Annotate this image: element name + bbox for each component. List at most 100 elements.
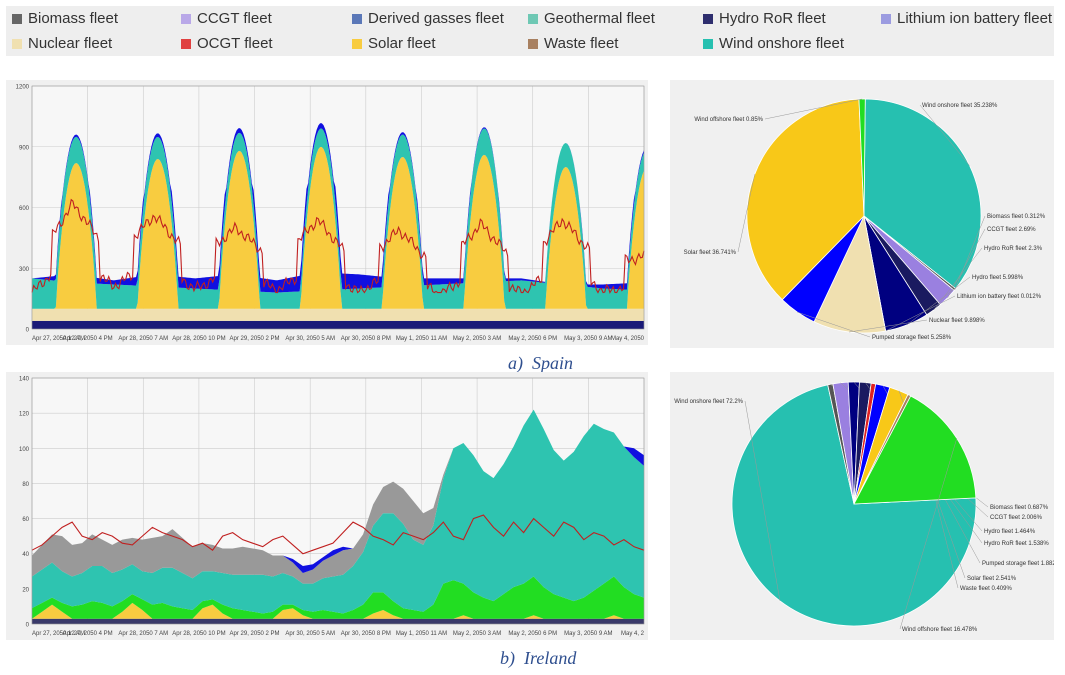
pie-label-hydro-ror-fleet: Hydro RoR fleet 2.3%	[984, 246, 1043, 252]
legend-swatch	[352, 13, 362, 24]
y-tick-label: 1200	[16, 85, 30, 91]
legend-label: OCGT fleet	[197, 35, 273, 52]
pie-leader-line	[885, 295, 956, 332]
line-ocgt-fleet	[31, 514, 645, 555]
pie-label-waste-fleet: Waste fleet 0.409%	[960, 586, 1012, 592]
legend-item-waste-fleet: Waste fleet	[528, 35, 618, 52]
legend: Biomass fleet CCGT fleet Derived gasses fl…	[6, 6, 1054, 56]
pie-label-biomass-fleet: Biomass fleet 0.312%	[987, 214, 1046, 220]
x-tick-label: Apr 30, 2050 5 AM	[285, 336, 335, 342]
x-tick-label: Apr 28, 2050 10 PM	[172, 336, 225, 342]
legend-item-biomass-fleet: Biomass fleet	[12, 10, 118, 27]
x-tick-label: Apr 30, 2050 8 PM	[341, 336, 391, 342]
y-tick-label: 300	[19, 267, 30, 273]
legend-swatch	[703, 13, 713, 24]
caption-spain: a) Spain	[508, 353, 573, 373]
pie-leader-line	[919, 104, 970, 166]
x-tick-label: Apr 27, 2050 4 PM	[63, 336, 113, 342]
legend-item-solar-fleet: Solar fleet	[352, 35, 436, 52]
pie-leader-line	[737, 174, 755, 253]
area-hydro-ror-fleet	[32, 320, 644, 329]
pie-leader-line	[954, 215, 986, 290]
pie-label-wind-onshore-fleet: Wind onshore fleet 35.238%	[922, 103, 998, 109]
legend-label: Lithium ion battery fleet	[897, 10, 1053, 27]
ireland-area-chart: 0 20 40 60 80 100 120 140 Apr 27, 2050 12 AM Apr …	[6, 372, 648, 640]
pie-leader-line	[906, 276, 971, 326]
plot-frame	[31, 377, 645, 625]
pie-label-solar-fleet: Solar fleet 36.741%	[684, 250, 737, 256]
y-tick-label: 600	[19, 206, 30, 212]
legend-label: CCGT fleet	[197, 10, 272, 27]
legend-item-lithium-ion-battery-fleet: Lithium ion battery fleet	[881, 10, 1052, 27]
pie-label-pumped-storage-fleet: Pumped storage fleet 5.258%	[872, 335, 952, 341]
legend-label: Hydro RoR fleet	[719, 10, 826, 27]
x-tick-label: May 1, 2050 11 AM	[396, 336, 447, 342]
area-solar-fleet	[32, 146, 644, 309]
pie-label-wind-onshore-fleet: Wind onshore fleet 72.2%	[674, 399, 743, 405]
legend-swatch	[12, 13, 22, 24]
caption-ireland: b) Ireland	[500, 648, 577, 668]
ireland-pie-svg: Wind onshore fleet 72.2% Biomass fleet 0.…	[674, 381, 1054, 633]
spain-pie-chart: Wind onshore fleet 35.238% Biomass fleet …	[670, 80, 1054, 348]
area-biomass-fleet	[32, 409, 644, 584]
y-tick-label: 20	[22, 587, 29, 593]
pie-label-nuclear-fleet: Nuclear fleet 9.898%	[929, 318, 985, 324]
pie-label-hydro-fleet: Hydro fleet 5.998%	[972, 275, 1024, 281]
legend-label: Derived gasses fleet	[368, 10, 504, 27]
area-hydro-ror-fleet	[32, 618, 644, 624]
legend-swatch	[881, 13, 891, 24]
pie-leader-line	[849, 319, 928, 333]
y-tick-label: 120	[19, 412, 30, 418]
area-wind-offshore-fleet	[32, 576, 644, 619]
x-tick-label: May 3, 2050 9 AM	[564, 336, 612, 342]
legend-swatch	[352, 38, 362, 49]
x-tick-label: Apr 28, 2050 10 PM	[172, 631, 225, 637]
pie-label-solar-fleet: Solar fleet 2.541%	[967, 576, 1017, 582]
area-wind-onshore-fleet	[32, 409, 644, 614]
pie-label-ccgt-fleet: CCGT fleet 2.69%	[987, 227, 1036, 233]
x-tick-label: Apr 28, 2050 7 AM	[118, 631, 168, 637]
legend-item-nuclear-fleet: Nuclear fleet	[12, 35, 112, 52]
legend-label: Wind onshore fleet	[719, 35, 845, 52]
y-tick-label: 40	[22, 552, 29, 558]
pie-label-lithium-ion-battery-fleet: Lithium ion battery fleet 0.012%	[957, 294, 1042, 300]
legend-item-derived-gasses-fleet: Derived gasses fleet	[352, 10, 504, 27]
pie-leader-line	[797, 311, 871, 338]
x-tick-label: May 4, 2	[621, 631, 645, 637]
legend-swatch	[703, 38, 713, 49]
spain-pie-svg: Wind onshore fleet 35.238% Biomass fleet …	[684, 98, 1046, 341]
x-tick-label: Apr 30, 2050 5 AM	[285, 631, 335, 637]
legend-swatch	[12, 38, 22, 49]
y-tick-label: 60	[22, 517, 29, 523]
y-tick-label: 100	[19, 447, 30, 453]
x-tick-label: Apr 28, 2050 7 AM	[118, 336, 168, 342]
x-tick-label: Apr 27, 2050 12 AM	[32, 631, 85, 637]
pie-label-hydro-ror-fleet: Hydro RoR fleet 1.538%	[984, 541, 1049, 547]
x-tick-label: May 2, 2050 3 AM	[453, 336, 501, 342]
line-ocgt-fleet	[31, 198, 645, 294]
pie-leader-line	[899, 438, 958, 630]
y-tick-label: 80	[22, 482, 29, 488]
legend-swatch	[528, 38, 538, 49]
legend-item-ocgt-fleet: OCGT fleet	[181, 35, 273, 52]
x-tick-label: May 2, 2050 6 PM	[508, 336, 557, 342]
legend-swatch	[181, 13, 191, 24]
x-tick-label: May 2, 2050 6 PM	[508, 631, 557, 637]
x-tick-label: May 3, 2050 9 AM	[564, 631, 612, 637]
area-nuclear-fleet	[32, 308, 644, 321]
pie-label-biomass-fleet: Biomass fleet 0.687%	[990, 505, 1049, 511]
x-tick-label: Apr 29, 2050 2 PM	[230, 336, 280, 342]
x-tick-label: May 2, 2050 3 AM	[453, 631, 501, 637]
y-tick-label: 900	[19, 145, 30, 151]
y-tick-label: 0	[26, 623, 30, 629]
legend-label: Waste fleet	[544, 35, 619, 52]
pie-leader-line	[744, 400, 781, 602]
plot-frame	[31, 85, 645, 330]
pie-label-wind-offshore-fleet: Wind offshore fleet 0.85%	[694, 117, 763, 123]
x-tick-label: May 1, 2050 11 AM	[396, 631, 447, 637]
pie-label-hydro-fleet: Hydro fleet 1.464%	[984, 529, 1036, 535]
x-tick-label: Apr 27, 2050 12 AM	[32, 336, 85, 342]
pie-label-ccgt-fleet: CCGT fleet 2.006%	[990, 515, 1043, 521]
